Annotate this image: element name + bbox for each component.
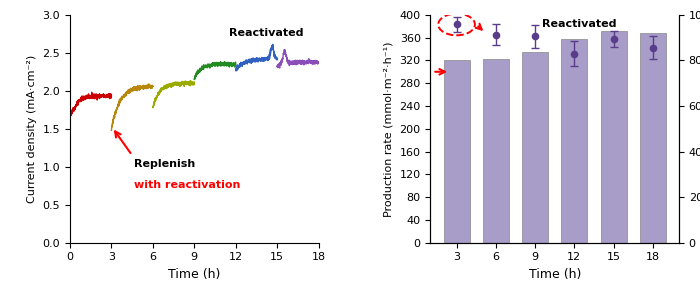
Text: Replenish: Replenish	[134, 159, 195, 169]
Text: with reactivation: with reactivation	[134, 180, 240, 190]
Y-axis label: Current density (mA·cm⁻²): Current density (mA·cm⁻²)	[27, 55, 37, 203]
Bar	[483, 59, 509, 243]
Bar	[601, 31, 626, 243]
Y-axis label: Production rate (mmol·m⁻²·h⁻¹): Production rate (mmol·m⁻²·h⁻¹)	[384, 41, 394, 216]
Text: Reactivated: Reactivated	[229, 28, 303, 38]
Bar	[522, 52, 548, 243]
X-axis label: Time (h): Time (h)	[168, 268, 220, 281]
X-axis label: Time (h): Time (h)	[528, 268, 581, 281]
Bar	[444, 60, 470, 243]
Bar	[640, 33, 666, 243]
Text: Reactivated: Reactivated	[542, 19, 616, 29]
Bar	[561, 39, 587, 243]
